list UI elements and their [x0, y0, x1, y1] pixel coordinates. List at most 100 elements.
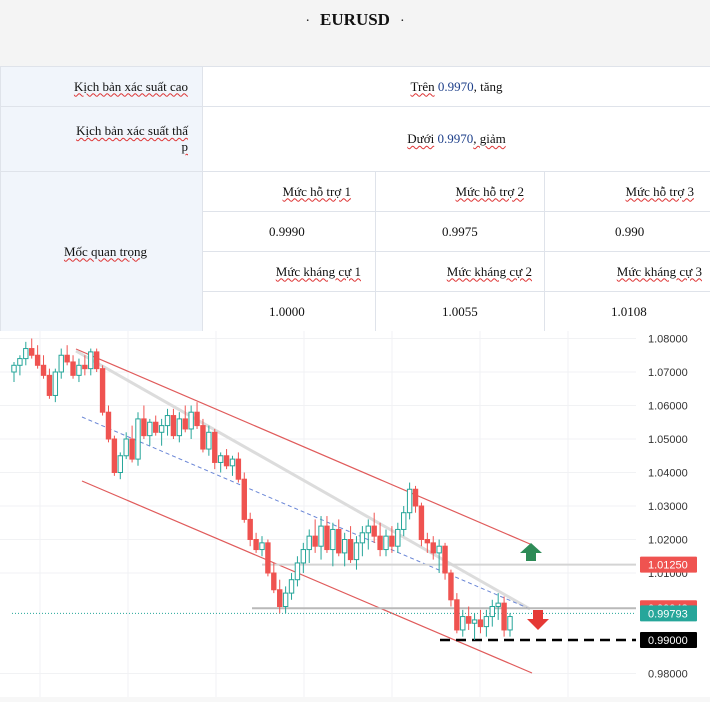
candle-body [266, 543, 270, 573]
support-3-value: 0.990 [545, 212, 710, 252]
candle-body [248, 519, 252, 539]
candle-body [449, 573, 453, 600]
grid [0, 331, 636, 697]
arrow-down-icon [527, 610, 549, 630]
candle-body [201, 426, 205, 449]
candle-body [396, 529, 400, 546]
candle-body [218, 456, 222, 463]
axis-tick-label: 0.98000 [648, 669, 688, 681]
candle-body [124, 439, 128, 456]
candle-body [283, 593, 287, 606]
candle-body [484, 617, 488, 627]
axis-tick-label: 1.03000 [648, 501, 688, 513]
candle-body [230, 459, 234, 466]
signal-arrows [520, 543, 549, 630]
candle-body [348, 540, 352, 560]
candle-body [325, 526, 329, 549]
support-2-value: 0.9975 [376, 212, 545, 252]
candle-body [47, 375, 51, 395]
candle-body [65, 355, 69, 362]
title-bar: ·EURUSD· [0, 0, 710, 67]
candle-body [213, 432, 217, 462]
candle-body [490, 607, 494, 617]
candle-body [502, 603, 506, 630]
candle-body [419, 506, 423, 540]
candle-body [142, 419, 146, 436]
resistance-3-header: Mức kháng cự 3 [545, 252, 710, 292]
candle-body [407, 489, 411, 512]
channel-upper-line [76, 349, 530, 544]
candle-body [402, 513, 406, 530]
candle-body [224, 456, 228, 466]
candle-body [413, 489, 417, 506]
candle-body [431, 543, 435, 553]
axis-tick-label: 1.07000 [648, 367, 688, 379]
price-tag-label: 1.01250 [648, 560, 688, 572]
low-prob-value: Dưới 0.9970, giảm [203, 107, 710, 172]
candle-body [148, 422, 152, 435]
candle-body [236, 459, 240, 479]
candle-body [455, 600, 459, 630]
mid-line-dashed [82, 417, 530, 609]
candle-body [360, 533, 364, 543]
bullet-right: · [400, 14, 405, 29]
candle-body [189, 412, 193, 429]
candle-body [30, 349, 34, 356]
chart-svg: 0.980001.010001.020001.030001.040001.050… [0, 331, 710, 697]
candle-body [83, 365, 87, 368]
candle-body [437, 546, 441, 553]
candle-body [254, 540, 258, 550]
resistance-2-value: 1.0055 [376, 292, 545, 332]
high-prob-value: Trên 0.9970, tăng [203, 67, 710, 107]
candle-body [18, 359, 22, 366]
candle-body [466, 617, 470, 624]
candle-body [183, 419, 187, 429]
support-1-value: 0.9990 [203, 212, 376, 252]
candle-body [295, 563, 299, 580]
candle-body [390, 536, 394, 546]
candle-body [118, 456, 122, 473]
candle-body [307, 536, 311, 549]
arrow-up-icon [520, 543, 542, 561]
resistance-1-value: 1.0000 [203, 292, 376, 332]
candle-body [106, 412, 110, 439]
axis-tick-label: 1.06000 [648, 401, 688, 413]
candle-body [461, 617, 465, 630]
candle-body [443, 546, 447, 573]
price-tag-label: 0.99000 [648, 635, 688, 647]
candle-body [136, 419, 140, 459]
candle-body [342, 540, 346, 553]
candle-body [24, 349, 28, 359]
candle-body [12, 365, 16, 372]
candle-body [260, 543, 264, 550]
candle-body [177, 419, 181, 436]
candle-body [301, 550, 305, 563]
candle-body [425, 540, 429, 543]
candle-body [242, 479, 246, 519]
candle-body [478, 620, 482, 627]
candle-body [272, 573, 276, 590]
candle-body [378, 536, 382, 549]
price-tag-label: 0.99793 [648, 608, 688, 620]
axis-tick-label: 1.02000 [648, 535, 688, 547]
candle-body [207, 432, 211, 449]
page-title: ·EURUSD· [0, 10, 710, 30]
candle-body [508, 617, 512, 630]
support-3-header: Mức hỗ trợ 3 [545, 172, 710, 212]
candle-body [59, 355, 63, 372]
candle-body [195, 412, 199, 425]
candles [12, 339, 512, 641]
candle-body [366, 526, 370, 533]
candle-body [289, 580, 293, 593]
candle-body [77, 365, 81, 375]
candle-body [159, 426, 163, 433]
candle-body [71, 362, 75, 375]
candle-body [319, 526, 323, 546]
candle-body [165, 416, 169, 426]
bullet-left: · [305, 14, 310, 29]
resistance-2-header: Mức kháng cự 2 [376, 252, 545, 292]
candle-body [384, 536, 388, 549]
